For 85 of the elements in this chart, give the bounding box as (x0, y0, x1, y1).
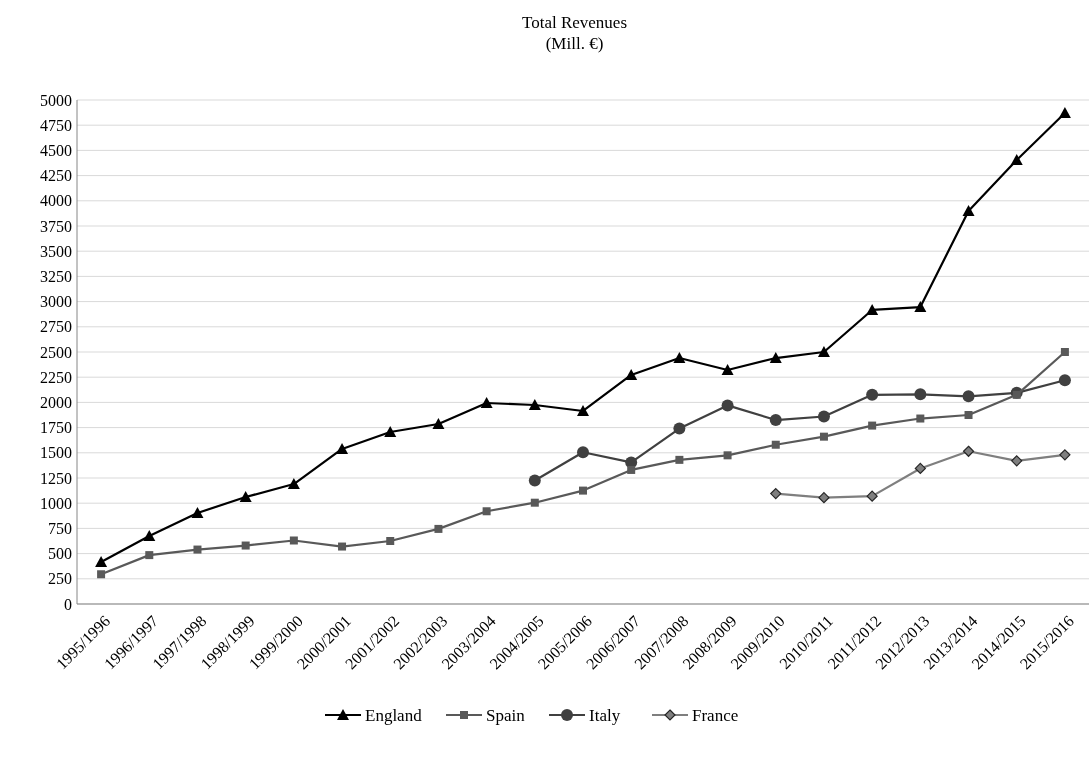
point (769, 352, 782, 364)
y-tick-label: 2250 (40, 368, 72, 386)
point (528, 399, 541, 411)
point (1058, 107, 1071, 118)
point (289, 536, 298, 545)
point (530, 498, 539, 507)
point (914, 388, 927, 401)
point (528, 474, 541, 487)
point (721, 399, 734, 412)
point (866, 303, 879, 315)
point (434, 524, 443, 533)
point (386, 537, 395, 545)
point (480, 397, 493, 408)
point (770, 488, 782, 500)
y-tick-label: 0 (64, 595, 72, 613)
y-tick-label: 4250 (40, 167, 72, 185)
point (914, 301, 927, 313)
point (239, 491, 252, 503)
y-tick-label: 1000 (40, 494, 72, 512)
point (193, 545, 202, 554)
point (673, 422, 686, 435)
point (1059, 449, 1071, 461)
point (384, 426, 397, 438)
point (241, 541, 250, 550)
point (482, 507, 491, 516)
y-tick-label: 1250 (40, 469, 72, 487)
legend-label: Spain (486, 705, 526, 725)
y-tick-label: 5000 (40, 91, 72, 109)
point (771, 440, 780, 449)
y-tick-label: 750 (48, 520, 72, 537)
y-tick-label: 3500 (40, 242, 72, 260)
point (1058, 374, 1071, 387)
chart-title: Total Revenues (Mill. €) (521, 13, 628, 53)
point (338, 542, 347, 551)
point (673, 352, 686, 364)
y-tick-label: 250 (48, 570, 72, 588)
point (627, 465, 636, 474)
point (817, 346, 830, 357)
point (916, 414, 925, 423)
point (866, 490, 878, 502)
point (675, 455, 684, 464)
point (769, 414, 782, 427)
point (721, 364, 734, 376)
point (97, 570, 106, 579)
y-tick-label: 2000 (40, 394, 72, 411)
point (866, 388, 879, 401)
point (818, 492, 830, 504)
point (1010, 153, 1023, 165)
point (625, 368, 638, 380)
legend-label: England (365, 705, 423, 725)
y-tick-label: 4750 (40, 116, 72, 134)
point (145, 551, 154, 560)
y-tick-label: 500 (48, 545, 72, 563)
point (287, 478, 300, 490)
point (95, 555, 108, 567)
y-tick-label: 3250 (40, 268, 72, 285)
point (1011, 455, 1023, 467)
point (962, 204, 975, 216)
point (962, 445, 975, 457)
y-tick-label: 2750 (40, 318, 72, 336)
point (914, 462, 926, 475)
y-tick-label: 3000 (40, 293, 72, 311)
point (336, 442, 349, 454)
point (143, 529, 156, 541)
y-tick-label: 1750 (40, 419, 72, 437)
y-tick-label: 4000 (40, 192, 72, 210)
y-tick-label: 1500 (40, 444, 72, 462)
point (577, 446, 589, 459)
point (817, 410, 830, 423)
y-tick-label: 4500 (40, 142, 72, 159)
point (964, 411, 973, 419)
point (1012, 390, 1021, 399)
legend-label: France (692, 705, 739, 725)
point (191, 506, 204, 518)
point (723, 451, 732, 460)
point (868, 421, 877, 430)
y-tick-label: 2500 (40, 343, 72, 361)
y-tick-label: 3750 (40, 217, 72, 235)
point (579, 486, 587, 495)
point (432, 417, 445, 429)
point (1060, 348, 1069, 356)
point (962, 390, 975, 403)
point (577, 404, 589, 416)
point (819, 432, 828, 441)
legend-label: Italy (589, 705, 621, 725)
